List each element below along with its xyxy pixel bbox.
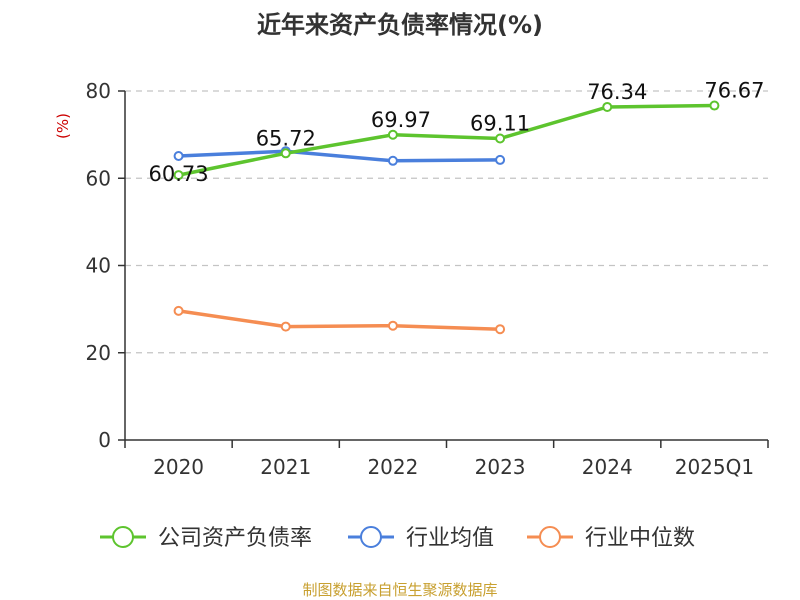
y-tick-label: 20 <box>86 341 111 365</box>
series-line-1 <box>176 149 502 163</box>
data-point <box>173 170 184 181</box>
axes <box>118 90 769 448</box>
y-tick-label: 80 <box>86 79 111 103</box>
legend-marker <box>539 526 561 548</box>
data-label: 69.11 <box>470 112 530 136</box>
y-tick-labels: 0 20 40 60 80 <box>86 79 111 452</box>
legend-label: 公司资产负债率 <box>158 526 312 551</box>
data-point <box>495 154 506 165</box>
x-tick-label: 2022 <box>367 455 418 479</box>
x-tick-label: 2023 <box>475 455 526 479</box>
x-tick-labels: 2020 2021 2022 2023 2024 2025Q1 <box>153 455 754 479</box>
data-labels: 60.73 65.72 69.97 69.11 76.34 76.67 <box>149 79 765 187</box>
data-point <box>173 151 184 162</box>
data-label: 65.72 <box>256 126 316 150</box>
data-label: 76.34 <box>587 80 647 104</box>
x-tick-label: 2024 <box>582 455 633 479</box>
legend-item-2[interactable]: 行业中位数 <box>527 526 695 551</box>
x-tick-label: 2021 <box>260 455 311 479</box>
y-tick-label: 0 <box>98 428 111 452</box>
series-layer <box>173 100 720 335</box>
y-tick-label: 40 <box>86 254 111 278</box>
legend-marker <box>360 526 382 548</box>
legend-item-1[interactable]: 行业均值 <box>348 526 494 551</box>
data-point <box>387 320 398 331</box>
data-point <box>387 155 398 166</box>
data-point <box>495 133 506 144</box>
data-point <box>387 129 398 140</box>
data-label: 60.73 <box>149 162 209 186</box>
x-tick-label: 2020 <box>153 455 204 479</box>
x-tick-label: 2025Q1 <box>675 455 754 479</box>
legend-label: 行业均值 <box>406 526 494 551</box>
legend-item-0[interactable]: 公司资产负债率 <box>100 526 312 551</box>
series-line-2 <box>176 309 502 331</box>
y-tick-label: 60 <box>86 166 111 190</box>
series-line-0 <box>176 103 717 177</box>
data-label: 76.67 <box>704 79 764 103</box>
legend[interactable]: 公司资产负债率 行业均值 行业中位数 <box>100 526 695 551</box>
data-label: 69.97 <box>371 108 431 132</box>
data-point <box>280 148 291 159</box>
data-point <box>709 100 720 111</box>
source-note: 制图数据来自恒生聚源数据库 <box>302 581 497 599</box>
y-axis-label: (%) <box>54 113 72 139</box>
legend-marker <box>112 526 134 548</box>
data-point <box>602 101 613 112</box>
legend-label: 行业中位数 <box>585 526 695 551</box>
grid <box>125 90 768 354</box>
chart-title: 近年来资产负债率情况(%) <box>257 11 543 39</box>
data-point <box>495 324 506 335</box>
data-point <box>280 321 291 332</box>
data-point <box>173 305 184 316</box>
